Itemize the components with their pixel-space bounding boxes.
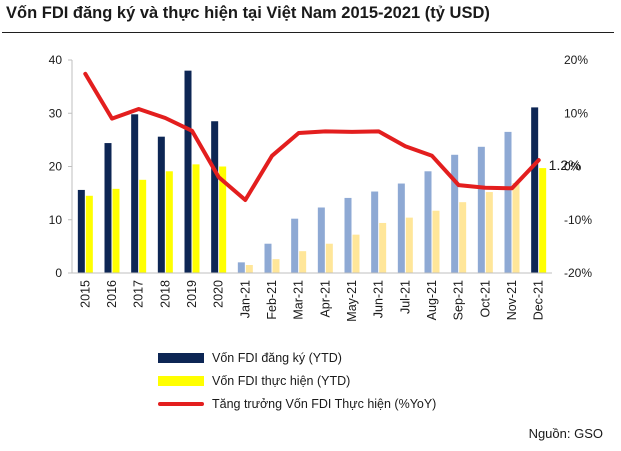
legend-item-growth: Tăng trưởng Vốn FDI Thực hiện (%YoY) xyxy=(158,392,436,415)
category-label: Oct-21 xyxy=(478,280,492,318)
bar-registered xyxy=(451,154,459,273)
category-label: May-21 xyxy=(345,280,359,322)
legend-item-disbursed: Vốn FDI thực hiện (YTD) xyxy=(158,369,436,392)
legend: Vốn FDI đăng ký (YTD) Vốn FDI thực hiện … xyxy=(158,346,436,415)
legend-label-growth: Tăng trưởng Vốn FDI Thực hiện (%YoY) xyxy=(212,396,437,411)
bar-disbursed xyxy=(325,243,333,273)
legend-swatch-growth xyxy=(158,401,204,406)
bar-registered xyxy=(184,70,192,274)
bar-disbursed xyxy=(139,179,147,273)
category-label: Apr-21 xyxy=(318,280,332,318)
legend-label-disbursed: Vốn FDI thực hiện (YTD) xyxy=(212,373,351,388)
bar-registered xyxy=(371,191,379,273)
category-label: 2018 xyxy=(158,280,172,308)
bar-registered xyxy=(531,107,539,273)
bar-registered xyxy=(477,146,485,273)
right-axis-tick-label: 10% xyxy=(564,106,588,120)
bar-disbursed xyxy=(512,183,520,273)
legend-label-registered: Vốn FDI đăng ký (YTD) xyxy=(212,350,342,365)
bar-registered xyxy=(104,143,112,273)
bar-disbursed xyxy=(539,168,547,273)
bar-disbursed xyxy=(459,202,467,273)
bar-registered xyxy=(344,197,352,273)
category-label: Feb-21 xyxy=(265,280,279,320)
bar-disbursed xyxy=(379,222,387,273)
left-axis-tick-label: 30 xyxy=(49,106,63,120)
bar-disbursed xyxy=(299,251,307,273)
category-label: 2017 xyxy=(132,280,146,308)
bar-registered xyxy=(317,207,325,273)
bar-disbursed xyxy=(85,195,93,273)
right-axis-tick-label: 0% xyxy=(564,160,582,174)
right-axis-tick-label: -20% xyxy=(564,266,592,280)
left-axis-tick-label: 10 xyxy=(49,213,63,227)
bar-disbursed xyxy=(192,164,200,273)
right-axis-tick-label: 20% xyxy=(564,53,588,67)
category-label: Sep-21 xyxy=(452,280,466,320)
bar-registered xyxy=(504,131,512,273)
bar-registered xyxy=(77,189,85,273)
source-note: Nguồn: GSO xyxy=(528,426,603,441)
category-label: 2015 xyxy=(78,280,92,308)
title-divider xyxy=(2,32,614,33)
category-label: Jul-21 xyxy=(398,280,412,314)
category-label: 2016 xyxy=(105,280,119,308)
category-label: Mar-21 xyxy=(292,280,306,320)
category-label: Jan-21 xyxy=(238,280,252,318)
bar-disbursed xyxy=(352,234,360,273)
legend-swatch-registered xyxy=(158,352,204,363)
bar-disbursed xyxy=(272,259,280,273)
bar-disbursed xyxy=(432,210,440,273)
category-label: 2019 xyxy=(185,280,199,308)
chart-title: Vốn FDI đăng ký và thực hiện tại Việt Na… xyxy=(6,4,490,22)
bar-registered xyxy=(131,114,139,273)
growth-data-label: 1.2% xyxy=(549,157,581,173)
bar-registered xyxy=(291,218,299,273)
bar-disbursed xyxy=(112,188,120,273)
growth-line xyxy=(83,71,541,202)
bar-registered xyxy=(157,136,165,273)
category-label: Nov-21 xyxy=(505,280,519,320)
bar-registered xyxy=(397,183,405,273)
category-label: Dec-21 xyxy=(532,280,546,320)
category-label: Jun-21 xyxy=(372,280,386,318)
bar-disbursed xyxy=(405,217,413,273)
right-axis-tick-label: -10% xyxy=(564,213,592,227)
legend-item-registered: Vốn FDI đăng ký (YTD) xyxy=(158,346,436,369)
bar-registered xyxy=(237,262,245,273)
category-label: 2020 xyxy=(212,280,226,308)
left-axis-tick-label: 0 xyxy=(55,266,62,280)
bar-registered xyxy=(264,243,272,273)
bar-disbursed xyxy=(219,166,227,273)
bar-disbursed xyxy=(485,192,493,273)
bar-registered xyxy=(211,121,219,273)
bar-disbursed xyxy=(245,265,253,273)
legend-swatch-disbursed xyxy=(158,375,204,386)
bar-registered xyxy=(424,171,432,273)
category-label: Aug-21 xyxy=(425,280,439,320)
bar-disbursed xyxy=(165,171,173,273)
left-axis-tick-label: 20 xyxy=(49,160,63,174)
left-axis-tick-label: 40 xyxy=(49,53,63,67)
